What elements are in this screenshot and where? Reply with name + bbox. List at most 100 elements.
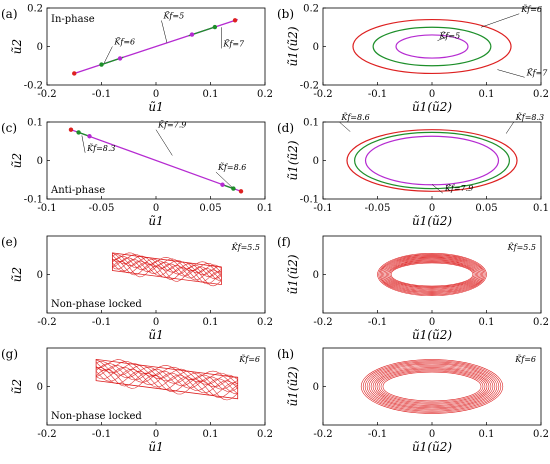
x-tick-label: -0.1 [37,203,56,214]
annotation-leader [104,46,113,63]
plot-area [360,359,504,414]
x-tick-label: -0.1 [368,89,387,100]
x-tick-label: -0.2 [313,317,332,328]
annotation-leader [431,184,444,194]
x-tick-label: -0.1 [368,317,387,328]
series-ellipse [346,129,518,192]
trajectory-ring [364,361,500,412]
trajectory-ring [382,371,482,402]
annotation-label: K̃f=8.3 [86,144,115,153]
panel-text: Non-phase locked [51,299,142,310]
panel-a: -0.2 -0.1 0 0.1 0.2 -0.2 0 0.2 ũ1 ũ2 (a) K̃f=6 K̃f=5… [1,4,273,115]
data-point [72,71,77,76]
panel-label: (d) [277,121,294,135]
x-tick-label: -0.05 [365,203,391,214]
panel-d: -0.1 -0.05 0 0.05 0.1-0.100.1ũ1(ũ2)ũ1(ũ2)(d)… [277,113,549,228]
panel-label: (f) [277,235,291,249]
trajectory-ring [362,360,502,413]
trajectory-line [112,260,222,281]
data-point [117,56,123,61]
annotation-label: K̃f=7 [222,39,245,48]
plot-area [377,253,487,296]
x-tick-label: -0.1 [92,89,111,100]
x-tick-label: -0.1 [92,317,111,328]
k-label: K̃f=6 [514,355,536,364]
y-tick-label: 0.2 [27,4,43,15]
annotation-label: K̃f=7 [526,68,549,77]
series-ellipse [352,18,512,75]
trajectory-envelope [95,358,239,400]
trajectory-ring [388,260,476,289]
x-tick-label: 0.1 [479,89,495,100]
trajectory-line [95,368,239,394]
x-axis-label: ũ1 [148,100,163,114]
trajectory-ring [382,256,482,293]
x-tick-label: 0.1 [479,429,495,440]
trajectory-line [95,359,238,388]
y-tick-label: 0 [37,270,43,281]
panel-text: In-phase [51,14,95,25]
y-axis-label: ũ1(ũ2) [286,366,300,406]
y-axis-label: ũ1(ũ2) [286,26,300,66]
x-tick-label: 0 [153,317,159,328]
plot-area [72,18,238,76]
annotation-leader [497,69,525,78]
x-tick-label: 0.05 [199,203,221,214]
x-tick-label: -0.2 [313,89,332,100]
x-tick-label: -0.1 [368,429,387,440]
y-tick-label: 0.1 [27,118,43,129]
trajectory-ring [383,257,481,292]
x-tick-label: -0.2 [313,429,332,440]
x-tick-label: -0.1 [313,203,332,214]
panel-text: Anti-phase [50,185,105,196]
trajectory-ring [379,254,485,295]
panel-label: (e) [1,235,17,249]
y-tick-label: 0 [313,382,319,393]
trajectory-ring [378,369,486,404]
y-axis-label: ũ2 [10,379,24,394]
x-tick-label: 0.2 [533,429,549,440]
k-label: K̃f=6 [238,355,260,364]
annotation-label: K̃f=6 [113,38,135,47]
trajectory-ring [380,255,484,294]
trajectory-ring [366,362,498,411]
trajectory-ring [378,253,486,296]
x-tick-label: 0.1 [257,203,273,214]
trajectory-ring [377,253,487,296]
trajectory-ring [374,367,490,406]
annotation-leader [339,122,351,132]
y-tick-label: 0 [37,156,43,167]
trajectory-line [95,368,239,401]
y-tick-label: 0.1 [303,118,319,129]
x-tick-label: 0 [429,203,435,214]
x-tick-label: -0.1 [92,429,111,440]
k-label: K̃f=5.5 [231,243,260,252]
panel-label: (a) [1,7,18,21]
trajectory-line [95,363,238,392]
trajectory-ring [390,262,474,287]
x-tick-label: 0.1 [479,317,495,328]
trajectory-ring [370,364,494,409]
x-axis-label: ũ1(ũ2) [412,328,452,342]
trajectory-ring [372,366,492,407]
data-point [87,134,92,139]
trajectory-ring [389,261,475,288]
x-tick-label: 0.2 [533,317,549,328]
y-tick-label: 0 [313,42,319,53]
plot-frame [322,7,542,86]
annotation-label: K̃f=5 [438,32,460,41]
annotation-leader [480,13,520,28]
data-point [99,62,104,67]
annotation-leader [161,20,168,43]
y-tick-label: 0 [37,42,43,53]
trajectory-line [95,366,238,395]
x-axis-label: ũ1 [148,328,163,342]
annotation-label: K̃f=7.9 [444,184,473,193]
x-axis-label: ũ1 [148,440,163,454]
x-axis-label: ũ1(ũ2) [412,100,452,114]
annotation-leader [155,129,173,156]
trajectory-ring [387,260,477,289]
